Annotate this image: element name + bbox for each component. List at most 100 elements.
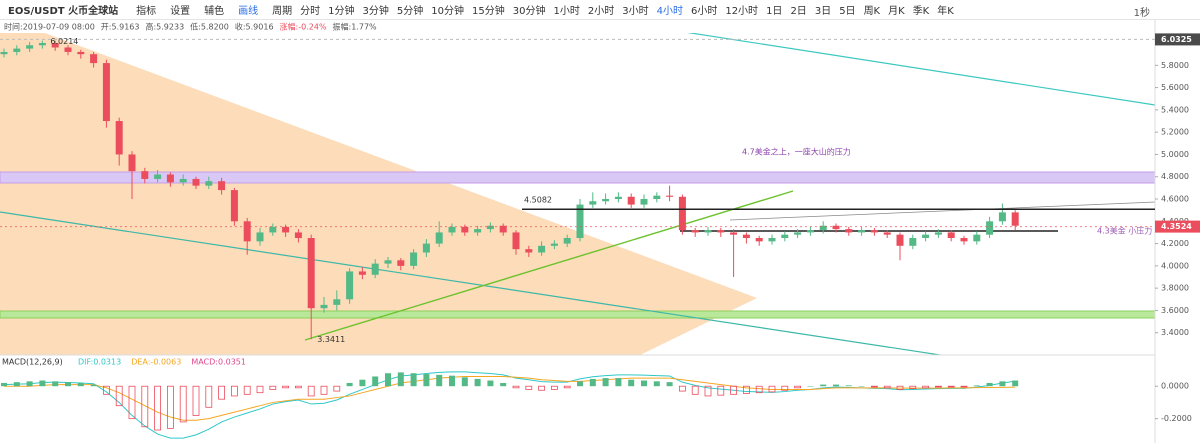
macd-bar	[525, 385, 533, 390]
macd-bar	[807, 386, 814, 387]
right-tool[interactable]: 1秒	[1133, 8, 1150, 19]
toolbar-button[interactable]: 设置	[170, 6, 191, 17]
period-button[interactable]: 15分钟	[471, 6, 505, 17]
y-tick-label: 5.2000	[1161, 128, 1189, 137]
candle-body	[243, 221, 251, 242]
macd-bar	[717, 385, 725, 396]
period-button[interactable]: 1小时	[553, 6, 580, 17]
candle-body	[141, 171, 149, 179]
period-button[interactable]: 周K	[863, 6, 881, 17]
macd-bar	[385, 373, 391, 387]
macd-bar	[359, 379, 366, 387]
candle-body	[38, 43, 46, 46]
y-tick-label: 3.6000	[1161, 306, 1189, 315]
period-button[interactable]: 12小时	[725, 6, 759, 17]
candle-body	[230, 190, 238, 222]
candle-body	[77, 51, 85, 55]
symbol[interactable]: EOS/USDT 火币全球站	[8, 6, 119, 17]
info-text: 开:5.9163	[101, 23, 140, 32]
resistance-label: 4.5082	[524, 196, 552, 205]
period-button[interactable]: 2小时	[587, 6, 615, 17]
candle-body	[538, 245, 546, 253]
candle-body	[717, 230, 725, 233]
macd-bar	[973, 385, 980, 387]
candle-body	[192, 178, 200, 186]
candle-body	[909, 238, 917, 246]
candle-body	[422, 243, 430, 253]
channel	[0, 33, 757, 355]
macd-bar	[65, 382, 71, 387]
legend-entry: MACD:0.0351	[191, 358, 246, 367]
toolbar: EOS/USDT 火币全球站 指标 设置 辅色 画线 周期 分时 1分钟 3分钟 5分…	[0, 0, 1200, 20]
macd-bar	[192, 385, 200, 416]
top-price-label: 6.0325	[1161, 35, 1192, 44]
period-button[interactable]: 3小时	[622, 6, 649, 17]
candle-body	[781, 234, 789, 239]
candle-body	[269, 226, 277, 233]
candle-body	[691, 230, 699, 233]
candle-body	[218, 181, 226, 191]
period-button[interactable]: 4小时	[656, 6, 683, 17]
macd-bar	[781, 385, 789, 391]
macd-bar	[474, 378, 481, 387]
toolbar-button[interactable]: 辅色	[204, 6, 225, 17]
macd-bar	[641, 380, 647, 387]
candle-body	[896, 234, 904, 246]
period-label[interactable]: 周期	[272, 6, 293, 17]
annotation: 4.3美金 小压力	[1097, 226, 1152, 236]
period-button[interactable]: 年K	[937, 6, 954, 17]
resistance-band	[0, 171, 1155, 184]
candle-body	[166, 174, 174, 183]
macd-line	[4, 375, 1016, 421]
macd-bar	[538, 385, 545, 391]
toolbar-button[interactable]: 画线	[238, 6, 259, 17]
period-button[interactable]: 1分钟	[328, 6, 355, 17]
macd-bar	[691, 385, 699, 395]
macd-bar	[551, 385, 558, 390]
candle-body	[371, 263, 379, 275]
period-button[interactable]: 季K	[912, 6, 930, 17]
candle-body	[179, 178, 187, 183]
candle-body	[13, 48, 21, 52]
legend-entry: DIF:0.0313	[78, 358, 121, 367]
period-button[interactable]: 10分钟	[431, 6, 464, 17]
period-button[interactable]: 分时	[300, 6, 321, 17]
toolbar-button[interactable]: 指标	[136, 6, 157, 17]
macd-bar	[512, 385, 520, 389]
period-button[interactable]: 月K	[888, 6, 905, 17]
macd-bar	[346, 382, 353, 387]
macd-bar	[679, 385, 686, 392]
period-button[interactable]: 5日	[839, 6, 856, 17]
candle-body	[461, 226, 469, 233]
candle-body	[960, 238, 968, 242]
period-button[interactable]: 2日	[790, 6, 807, 17]
period-button[interactable]: 30分钟	[512, 6, 546, 17]
candle-body	[819, 225, 827, 231]
period-button[interactable]: 5分钟	[396, 6, 424, 17]
period-button[interactable]: 3分钟	[362, 6, 389, 17]
candle-body	[294, 232, 302, 239]
period-button[interactable]: 6小时	[690, 6, 718, 17]
candle-body	[755, 238, 763, 242]
info-text: 高:5.9233	[145, 22, 184, 32]
y-tick-label: 5.0000	[1161, 150, 1189, 159]
candle-body	[26, 45, 34, 49]
period-button[interactable]: 1日	[766, 6, 783, 17]
macd-bar	[218, 385, 226, 400]
macd-bar	[423, 374, 430, 387]
current-price-label: 4.3524	[1161, 222, 1192, 231]
y-tick-label: 0.0000	[1161, 382, 1189, 391]
macd-bar	[589, 378, 596, 387]
candle-body	[154, 174, 162, 179]
macd-title: MACD(12,26,9)	[2, 358, 63, 367]
macd-bar	[743, 385, 750, 394]
period-button[interactable]: 3日	[814, 6, 832, 17]
candle-body	[806, 230, 814, 233]
macd-bar	[77, 382, 84, 387]
candle-body	[499, 225, 507, 233]
macd-bar	[410, 373, 417, 387]
y-tick-label: 4.8000	[1161, 172, 1189, 181]
macd-line	[3, 371, 1016, 439]
candle-body	[102, 63, 110, 122]
macd-bar	[628, 379, 635, 387]
